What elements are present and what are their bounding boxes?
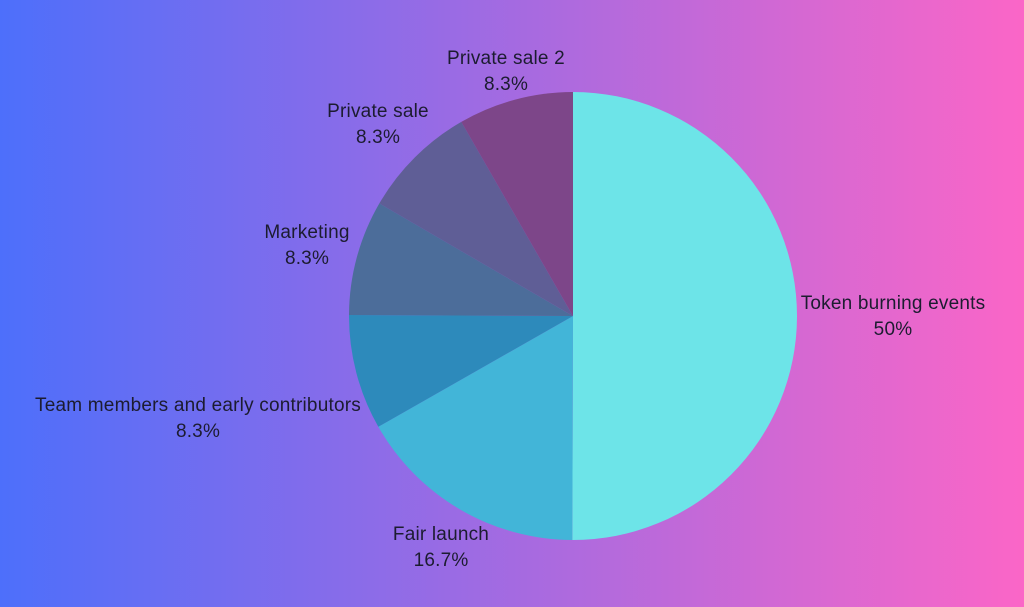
- pie-label-team-members-and-early-contributors: Team members and early contributors 8.3%: [35, 395, 361, 442]
- pie-label-private-sale: Private sale 8.3%: [327, 101, 429, 148]
- pie-slice-team-members-and-early-contributors: [349, 314, 573, 427]
- pie-label-fair-launch: Fair launch 16.7%: [393, 524, 489, 571]
- pie-label-private-sale-2: Private sale 2 8.3%: [447, 48, 565, 95]
- pie-label-token-burning-events: Token burning events 50%: [801, 293, 986, 340]
- pie-slice-fair-launch: [378, 316, 573, 540]
- pie-slice-private-sale-2: [461, 92, 573, 316]
- pie-slice-private-sale: [379, 121, 573, 316]
- pie-slices: [349, 91, 798, 540]
- pie-slice-token-burning-events: [572, 91, 798, 540]
- pie-labels: Token burning events 50% Fair launch 16.7% T…: [35, 48, 985, 571]
- pie-label-marketing: Marketing 8.3%: [264, 222, 349, 269]
- pie-slice-marketing: [349, 203, 573, 316]
